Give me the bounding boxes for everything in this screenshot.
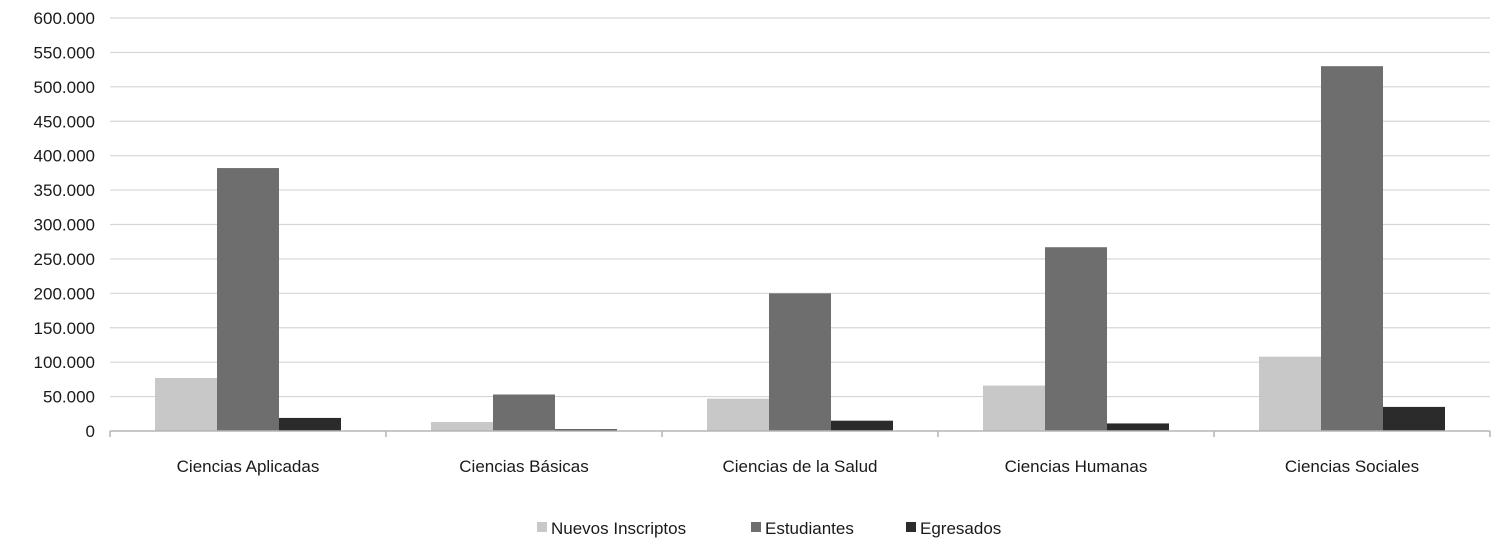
bar-estudiantes-ciencias-sociales bbox=[1321, 66, 1383, 431]
x-category-label: Ciencias de la Salud bbox=[723, 457, 878, 476]
bars bbox=[155, 66, 1445, 431]
legend-swatch bbox=[906, 522, 916, 532]
y-tick-label: 50.000 bbox=[43, 388, 95, 407]
x-category-label: Ciencias Básicas bbox=[459, 457, 588, 476]
bar-egresados-ciencias-sociales bbox=[1383, 406, 1445, 431]
legend: Nuevos Inscriptos Estudiantes Egresados bbox=[537, 519, 1001, 538]
y-tick-label: 550.000 bbox=[34, 43, 95, 62]
y-tick-label: 450.000 bbox=[34, 112, 95, 131]
bar-estudiantes-ciencias-aplicadas bbox=[217, 168, 279, 431]
gridlines bbox=[110, 17, 1490, 398]
legend-label: Estudiantes bbox=[765, 519, 854, 538]
legend-swatch bbox=[751, 522, 761, 532]
legend-swatch bbox=[537, 522, 547, 532]
bar-estudiantes-ciencias-básicas bbox=[493, 394, 555, 431]
y-tick-label: 350.000 bbox=[34, 181, 95, 200]
legend-label: Nuevos Inscriptos bbox=[551, 519, 686, 538]
x-category-label: Ciencias Sociales bbox=[1285, 457, 1419, 476]
bar-nuevos-inscriptos-ciencias-sociales bbox=[1259, 356, 1321, 431]
y-tick-label: 200.000 bbox=[34, 284, 95, 303]
bar-egresados-ciencias-de-la-salud bbox=[831, 420, 893, 431]
y-tick-label: 0 bbox=[86, 422, 95, 441]
x-axis bbox=[109, 430, 1491, 437]
bar-estudiantes-ciencias-humanas bbox=[1045, 247, 1107, 431]
bar-nuevos-inscriptos-ciencias-de-la-salud bbox=[707, 398, 769, 431]
bar-egresados-ciencias-aplicadas bbox=[279, 417, 341, 431]
y-tick-label: 150.000 bbox=[34, 319, 95, 338]
y-tick-label: 250.000 bbox=[34, 250, 95, 269]
y-tick-label: 100.000 bbox=[34, 353, 95, 372]
x-category-label: Ciencias Aplicadas bbox=[177, 457, 320, 476]
y-tick-label: 400.000 bbox=[34, 147, 95, 166]
bar-egresados-ciencias-básicas bbox=[555, 429, 617, 431]
x-category-label: Ciencias Humanas bbox=[1005, 457, 1148, 476]
bar-nuevos-inscriptos-ciencias-aplicadas bbox=[155, 377, 217, 431]
y-tick-label: 300.000 bbox=[34, 216, 95, 235]
y-tick-label: 500.000 bbox=[34, 78, 95, 97]
bar-nuevos-inscriptos-ciencias-básicas bbox=[431, 422, 493, 431]
x-axis-category-labels: Ciencias Aplicadas Ciencias Básicas Cienci… bbox=[177, 457, 1419, 476]
bar-egresados-ciencias-humanas bbox=[1107, 423, 1169, 431]
y-axis-tick-labels: 0 50.000 100.000 150.000 200.000 250.000 300.0… bbox=[34, 9, 95, 441]
legend-label: Egresados bbox=[920, 519, 1001, 538]
y-tick-label: 600.000 bbox=[34, 9, 95, 28]
bar-nuevos-inscriptos-ciencias-humanas bbox=[983, 385, 1045, 431]
bar-estudiantes-ciencias-de-la-salud bbox=[769, 293, 831, 431]
